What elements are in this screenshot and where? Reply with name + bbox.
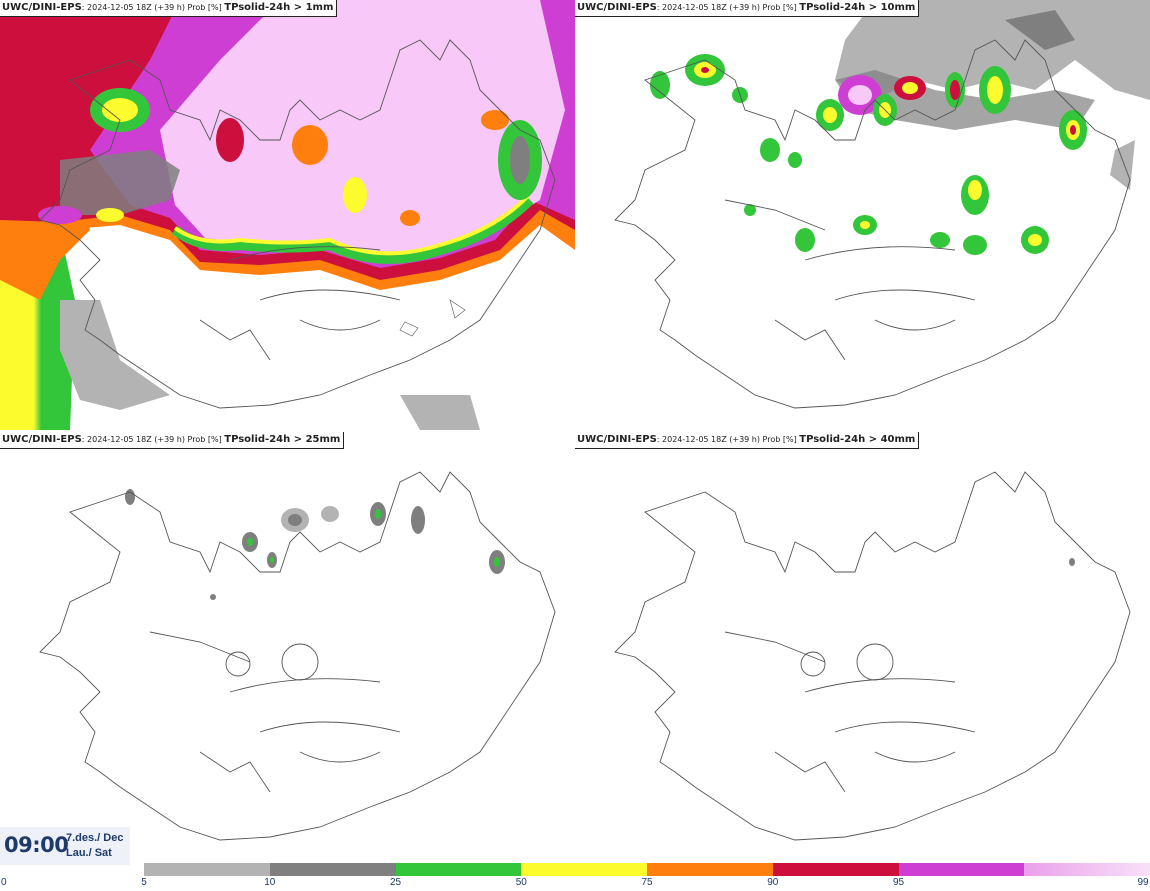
model-name: UWC/DINI-EPS	[577, 2, 657, 13]
probability-map-40mm	[575, 432, 1150, 862]
legend-tick-label: 10	[264, 877, 276, 888]
legend-segment-7	[898, 863, 1025, 876]
panel-title: UWC/DINI-EPS: 2024-12-05 18Z (+39 h) Pro…	[575, 432, 920, 449]
model-name: UWC/DINI-EPS	[2, 434, 82, 445]
legend-tick-label: 90	[767, 877, 779, 888]
prob-unit: Prob [%]	[187, 3, 222, 12]
legend-segment-1	[144, 863, 270, 876]
legend-tick-label: 99	[1137, 877, 1149, 888]
legend-tick-label: 75	[641, 877, 653, 888]
legend-segment-2	[269, 863, 396, 876]
map-panel-25mm: UWC/DINI-EPS: 2024-12-05 18Z (+39 h) Pro…	[0, 432, 575, 862]
panel-title: UWC/DINI-EPS: 2024-12-05 18Z (+39 h) Pro…	[575, 0, 920, 17]
probability-map-10mm	[575, 0, 1150, 430]
map-panel-10mm: UWC/DINI-EPS: 2024-12-05 18Z (+39 h) Pro…	[575, 0, 1150, 430]
legend-segment-4	[521, 863, 647, 876]
legend-zero-label: 0	[1, 877, 7, 888]
valid-time-box: 09:00 7.des./ Dec Lau./ Sat	[0, 827, 130, 865]
probability-map-25mm	[0, 432, 575, 862]
parameter-threshold: TPsolid-24h > 25mm	[224, 434, 341, 445]
model-name: UWC/DINI-EPS	[577, 434, 657, 445]
legend-tick-label: 5	[141, 877, 147, 888]
legend-segment-6	[772, 863, 899, 876]
map-panel-40mm: UWC/DINI-EPS: 2024-12-05 18Z (+39 h) Pro…	[575, 432, 1150, 862]
prob-unit: Prob [%]	[762, 435, 797, 444]
run-time: 2024-12-05 18Z (+39 h)	[662, 3, 760, 12]
panel-title: UWC/DINI-EPS: 2024-12-05 18Z (+39 h) Pro…	[0, 0, 338, 17]
map-panel-1mm: UWC/DINI-EPS: 2024-12-05 18Z (+39 h) Pro…	[0, 0, 575, 430]
parameter-threshold: TPsolid-24h > 1mm	[224, 2, 334, 13]
probability-map-1mm	[0, 0, 575, 430]
valid-date-line1: 7.des./ Dec	[66, 832, 124, 844]
legend-segment-8	[1024, 863, 1150, 876]
panel-title: UWC/DINI-EPS: 2024-12-05 18Z (+39 h) Pro…	[0, 432, 345, 449]
legend-tick-label: 50	[515, 877, 527, 888]
valid-date-line2: Lau./ Sat	[66, 847, 112, 859]
legend-tick-label: 25	[389, 877, 402, 888]
legend-tick-label: 95	[892, 877, 905, 888]
parameter-threshold: TPsolid-24h > 40mm	[799, 434, 916, 445]
parameter-threshold: TPsolid-24h > 10mm	[799, 2, 916, 13]
valid-time-clock: 09:00	[4, 833, 69, 857]
legend-segment-3	[395, 863, 522, 876]
probability-legend-bar	[144, 863, 1150, 876]
run-time: 2024-12-05 18Z (+39 h)	[662, 435, 760, 444]
legend-segment-5	[647, 863, 773, 876]
prob-unit: Prob [%]	[762, 3, 797, 12]
run-time: 2024-12-05 18Z (+39 h)	[87, 435, 185, 444]
run-time: 2024-12-05 18Z (+39 h)	[87, 3, 185, 12]
legend-ticks: 5 10 25 50 75 90 95 99	[0, 877, 1150, 891]
prob-unit: Prob [%]	[187, 435, 222, 444]
model-name: UWC/DINI-EPS	[2, 2, 82, 13]
